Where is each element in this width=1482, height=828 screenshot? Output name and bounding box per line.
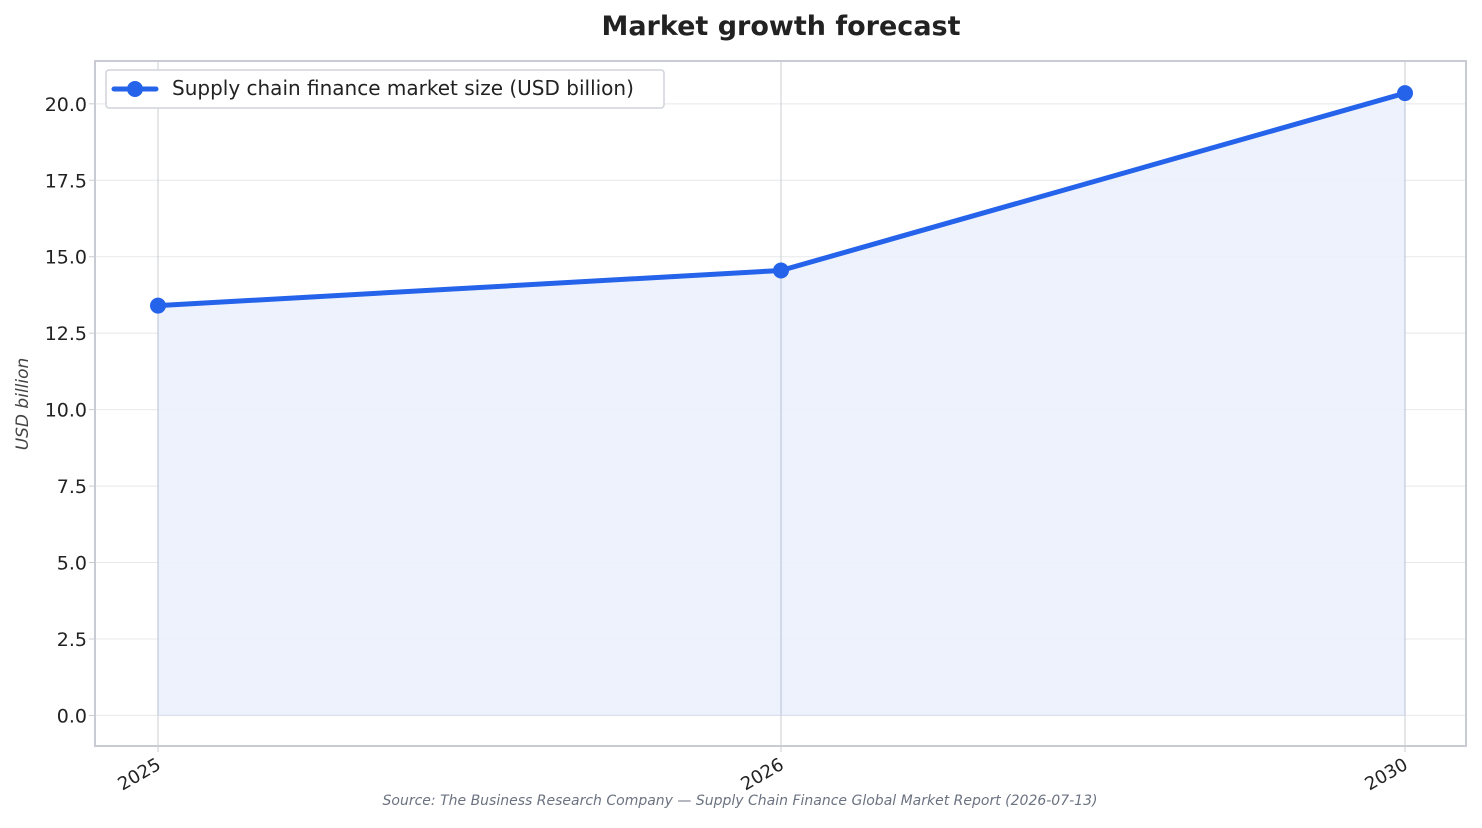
data-point [773,262,789,279]
data-point [1397,85,1413,102]
legend: Supply chain finance market size (USD bi… [105,69,665,109]
legend-label: Supply chain finance market size (USD bi… [172,76,634,100]
chart-title: Market growth forecast [601,11,960,42]
y-tick-label: 5.0 [57,553,87,575]
plot-frame [94,60,1467,747]
plot-area: 0.0 2.5 5.0 7.5 10.0 12.5 15.0 17.5 20.0 2025 2026… [45,60,1467,795]
y-tick-label: 10.0 [45,400,87,422]
y-tick-label: 20.0 [45,94,87,116]
legend-box [105,69,665,109]
y-tick-label: 17.5 [45,170,87,192]
x-tick-label: 2026 [737,754,787,795]
x-tick-label: 2025 [114,754,164,795]
y-tick-label: 12.5 [45,323,87,345]
y-tick-label: 0.0 [57,705,87,727]
y-tick-label: 2.5 [57,629,87,651]
x-tick-label: 2030 [1361,754,1411,795]
source-note: Source: The Business Research Company — … [383,793,1098,809]
data-point [150,297,166,314]
y-axis-label: USD billion [13,358,33,451]
y-tick-label: 7.5 [57,476,87,498]
y-tick-label: 15.0 [45,247,87,269]
legend-marker-swatch [127,81,143,97]
